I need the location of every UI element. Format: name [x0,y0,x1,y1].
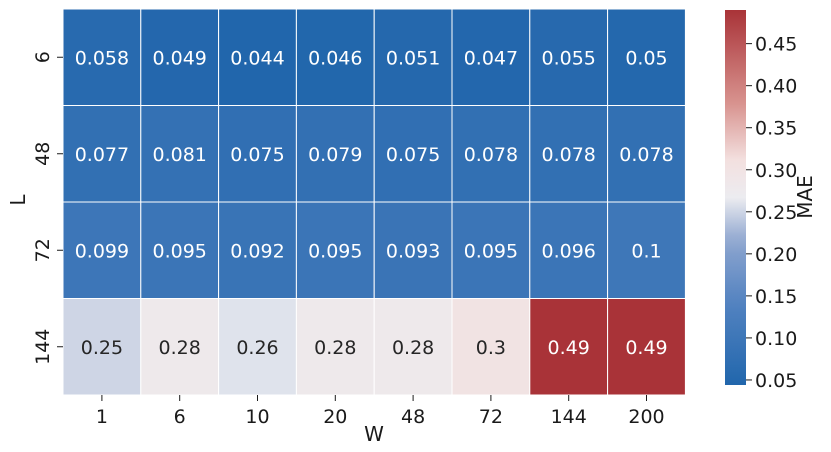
heatmap-cell [451,201,531,299]
colorbar-tick-label: 0.30 [755,160,797,182]
y-tick-label: 72 [32,238,54,262]
x-tick-label: 144 [551,406,587,428]
cell-value-label: 0.051 [386,47,440,69]
heatmap-cell [373,298,453,396]
cell-value-label: 0.095 [308,240,362,262]
colorbar-tick-label: 0.10 [755,328,797,350]
cell-value-label: 0.26 [236,337,278,359]
heatmap-cell [373,201,453,299]
colorbar-tick-label: 0.25 [755,202,797,224]
cell-value-label: 0.081 [152,144,206,166]
cell-value-label: 0.058 [75,47,129,69]
colorbar-tick-label: 0.35 [755,118,797,140]
colorbar-tick-label: 0.40 [755,76,797,98]
heatmap-cell [140,105,220,203]
cell-value-label: 0.078 [619,144,673,166]
x-tick-label: 1 [96,406,108,428]
heatmap-cell [62,298,142,396]
cell-value-label: 0.28 [159,337,201,359]
heatmap-cell [607,8,686,106]
colorbar-tick-label: 0.45 [755,34,797,56]
cell-value-label: 0.28 [392,337,434,359]
y-tick-label: 144 [32,329,54,365]
cell-value-label: 0.28 [314,337,356,359]
cell-value-label: 0.075 [230,144,284,166]
cell-value-label: 0.1 [631,240,661,262]
cell-value-label: 0.047 [464,47,518,69]
cell-value-label: 0.092 [230,240,284,262]
cell-value-label: 0.095 [464,240,518,262]
x-axis-label: W [364,422,384,446]
y-tick-label: 6 [32,51,54,63]
heatmap-cells [62,8,686,396]
heatmap-cell-labels: 0.058 0.049 0.044 0.046 0.051 0.047 0.055 0.05 0… [75,47,674,359]
cell-value-label: 0.055 [541,47,595,69]
x-tick-label: 6 [174,406,186,428]
colorbar-tick-label: 0.05 [755,370,797,392]
heatmap-cell [62,201,142,299]
heatmap-cell [218,298,297,396]
colorbar-tick-label: 0.15 [755,286,797,308]
cell-value-label: 0.049 [152,47,206,69]
cell-value-label: 0.3 [476,337,506,359]
y-axis-ticks: 6 48 72 144 [32,51,63,365]
colorbar-tick-label: 0.20 [755,244,797,266]
cell-value-label: 0.093 [386,240,440,262]
cell-value-label: 0.078 [541,144,595,166]
cell-value-label: 0.044 [230,47,284,69]
cell-value-label: 0.075 [386,144,440,166]
cell-value-label: 0.079 [308,144,362,166]
heatmap-cell [529,298,609,396]
cell-value-label: 0.49 [548,337,590,359]
heatmap-cell [62,8,142,106]
cell-value-label: 0.095 [152,240,206,262]
heatmap-cell [140,8,220,106]
cell-value-label: 0.096 [541,240,595,262]
colorbar: 0.05 0.10 0.15 0.20 0.25 0.30 0.35 0.40 0.45 MAE [725,10,817,392]
colorbar-gradient [725,10,746,385]
heatmap-cell [295,105,375,203]
heatmap-cell [295,201,375,299]
cell-value-label: 0.49 [625,337,667,359]
cell-value-label: 0.25 [81,337,123,359]
heatmap-cell [295,298,375,396]
y-tick-label: 48 [32,142,54,166]
heatmap-cell [529,105,609,203]
colorbar-ticks: 0.05 0.10 0.15 0.20 0.25 0.30 0.35 0.40 0.45 [746,34,797,392]
heatmap-cell [529,201,609,299]
cell-value-label: 0.05 [625,47,667,69]
cell-value-label: 0.077 [75,144,129,166]
heatmap-cell [607,201,686,299]
colorbar-label: MAE [793,175,817,219]
heatmap-cell [373,105,453,203]
cell-value-label: 0.046 [308,47,362,69]
heatmap-cell [451,8,531,106]
heatmap-cell [373,8,453,106]
cell-value-label: 0.078 [464,144,518,166]
cell-value-label: 0.099 [75,240,129,262]
heatmap-cell [218,201,297,299]
y-axis-label: L [6,194,30,206]
x-tick-label: 72 [479,406,503,428]
heatmap-cell [140,201,220,299]
x-tick-label: 10 [245,406,269,428]
heatmap-cell [218,8,297,106]
x-tick-label: 20 [323,406,347,428]
x-tick-label: 200 [628,406,664,428]
x-axis-ticks: 1 6 10 20 48 72 144 200 [96,395,665,428]
heatmap-cell [295,8,375,106]
heatmap-cell [607,105,686,203]
heatmap-cell [451,105,531,203]
x-tick-label: 48 [401,406,425,428]
